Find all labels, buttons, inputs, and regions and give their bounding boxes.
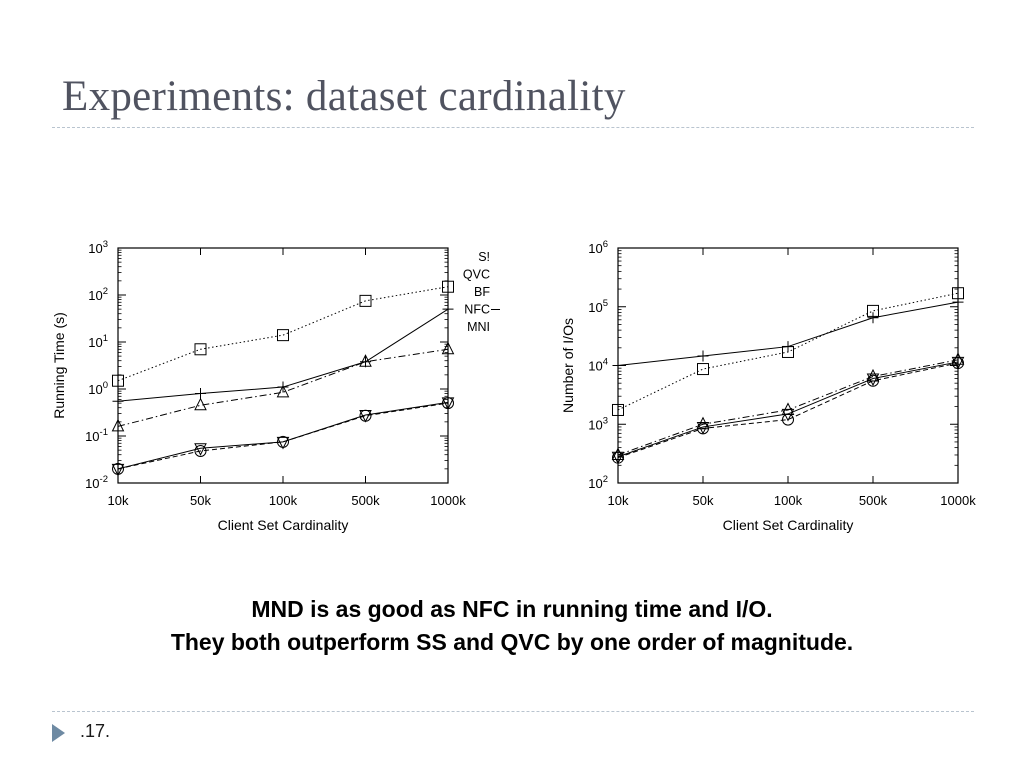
- y-tick-label: 106: [588, 239, 608, 256]
- y-axis-label: Number of I/Os: [560, 318, 576, 413]
- x-axis-label: Client Set Cardinality: [218, 517, 349, 533]
- data-point-mnd: [359, 409, 372, 422]
- data-point-nfc: [612, 360, 624, 371]
- y-axis-label: Running Time (s): [51, 312, 67, 419]
- data-point-bf: [866, 373, 880, 387]
- data-point-ss: [194, 343, 207, 356]
- x-tick-label: 500k: [351, 493, 380, 508]
- plot-frame: [617, 247, 959, 484]
- y-tick-label: 100: [88, 380, 108, 397]
- data-point-mnd: [952, 357, 964, 370]
- series-line-ss: [117, 286, 449, 382]
- legend-entry-mnd: MNI: [467, 320, 490, 334]
- x-tick-label: 50k: [190, 493, 211, 508]
- legend-entry-ss: S!: [478, 250, 490, 264]
- running-time-chart: 10-2 10-1 100 101 102 103 10k 50k 100k 500k 1000k C…: [51, 239, 500, 533]
- series-ss: [112, 280, 454, 387]
- data-point-qvc: [611, 447, 625, 460]
- y-tick-label: 104: [588, 357, 608, 374]
- data-point-mnd: [112, 462, 124, 475]
- data-point-nfc: [442, 303, 454, 315]
- y-minor-ticks: [118, 249, 448, 470]
- y-tick-label: 102: [588, 474, 608, 491]
- y-tick-label: 102: [88, 286, 108, 303]
- x-tick-label: 1000k: [430, 493, 466, 508]
- page-number: .17.: [80, 721, 111, 741]
- x-tick-label: 1000k: [940, 493, 976, 508]
- data-point-nfc: [360, 356, 371, 368]
- series-qvc: [611, 352, 965, 460]
- caption-line-2: They both outperform SS and QVC by one o…: [170, 629, 854, 655]
- data-point-bf: [111, 463, 125, 477]
- data-point-nfc: [112, 395, 124, 407]
- data-point-bf: [194, 443, 207, 456]
- series-nfc: [112, 303, 454, 407]
- series-mnd: [112, 397, 454, 475]
- data-point-ss: [112, 374, 124, 387]
- series-line-bf: [117, 401, 449, 470]
- footer-divider: [52, 711, 974, 712]
- data-point-ss: [612, 403, 624, 416]
- data-point-qvc: [276, 384, 290, 398]
- x-tick-label: 10k: [108, 493, 129, 508]
- data-point-mnd: [277, 435, 289, 448]
- caption: MND is as good as NFC in running time an…: [0, 593, 1024, 659]
- y-tick-label: 10-2: [85, 474, 108, 491]
- data-point-ss: [442, 280, 454, 293]
- series-nfc: [612, 296, 964, 371]
- title-divider: [52, 127, 974, 128]
- series-mnd: [612, 357, 964, 464]
- legend-entry-qvc: QVC: [463, 268, 490, 282]
- series-line-nfc: [617, 301, 959, 366]
- data-point-mnd: [442, 397, 454, 410]
- legend-entry-bf: BF: [474, 285, 490, 299]
- data-point-mnd: [612, 451, 624, 464]
- legend-entry-nfc: NFC: [464, 303, 490, 317]
- data-point-bf: [276, 436, 290, 450]
- y-tick-label: 103: [588, 415, 608, 432]
- x-tick-label: 10k: [608, 493, 629, 508]
- x-tick-label: 50k: [693, 493, 714, 508]
- data-point-qvc: [111, 418, 125, 432]
- data-point-nfc: [277, 381, 289, 393]
- data-point-mnd: [782, 413, 794, 426]
- data-point-qvc: [441, 341, 455, 355]
- series-line-mnd: [617, 362, 959, 459]
- x-axis-label: Client Set Cardinality: [723, 517, 854, 533]
- slide-title: Experiments: dataset cardinality: [62, 73, 626, 120]
- data-point-ss: [697, 363, 709, 376]
- bullet-arrow-icon: [52, 724, 65, 742]
- series-line-qvc: [617, 359, 959, 456]
- y-tick-label: 105: [588, 298, 608, 315]
- caption-line-1: MND is as good as NFC in running time an…: [251, 596, 773, 622]
- data-point-nfc: [867, 312, 879, 324]
- x-tick-label: 100k: [269, 493, 298, 508]
- y-minor-ticks: [618, 250, 958, 466]
- y-tick-label: 10-1: [85, 427, 108, 444]
- data-point-mnd: [194, 444, 207, 457]
- data-point-qvc: [194, 397, 207, 411]
- data-point-nfc: [195, 388, 206, 400]
- data-point-ss: [277, 329, 289, 342]
- chart-legend: S! QVC BF NFC MNI: [463, 250, 500, 334]
- io-count-chart: 102 103 104 105 106 10k 50k 100k 500k 1000k Client…: [560, 239, 976, 533]
- data-point-mnd: [867, 374, 879, 387]
- y-tick-label: 103: [88, 239, 108, 256]
- x-tick-label: 500k: [859, 493, 888, 508]
- x-tick-label: 100k: [774, 493, 803, 508]
- data-point-mnd: [697, 422, 709, 435]
- data-point-ss: [359, 294, 372, 307]
- y-tick-label: 101: [88, 333, 108, 350]
- data-point-nfc: [697, 350, 709, 362]
- data-point-nfc: [952, 296, 964, 308]
- data-point-nfc: [782, 341, 794, 353]
- series-line-mnd: [117, 402, 449, 470]
